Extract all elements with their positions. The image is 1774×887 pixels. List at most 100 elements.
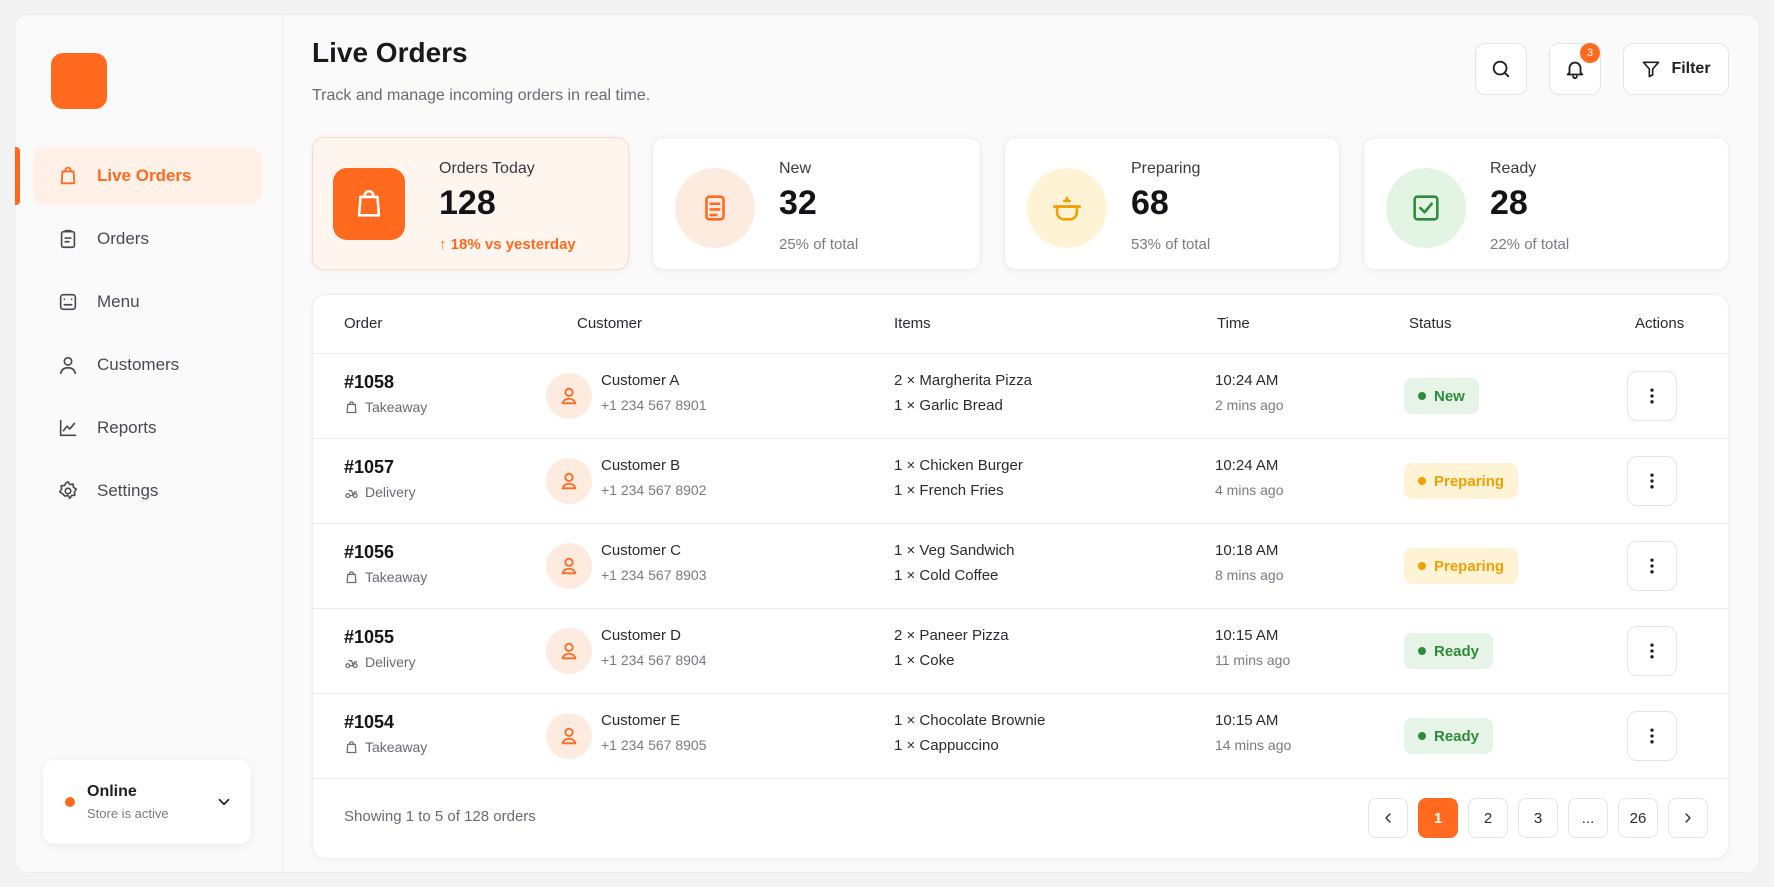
row-actions-button[interactable] (1627, 626, 1677, 676)
store-status-selector[interactable]: Online Store is active (43, 760, 251, 844)
filter-icon (1643, 61, 1660, 78)
customer-avatar-cell (546, 713, 592, 759)
status-badge: Ready (1404, 718, 1494, 754)
order-id: #1058 (344, 372, 395, 392)
time-cell: 10:15 AM 14 mins ago (1215, 712, 1291, 753)
order-cell: #1054 Takeaway (344, 712, 427, 755)
actions-cell (1627, 711, 1677, 761)
customer-phone: +1 234 567 8901 (601, 397, 707, 413)
order-time-ago: 11 mins ago (1215, 652, 1291, 668)
stat-subtext: 53% of total (1131, 236, 1211, 253)
order-id: #1054 (344, 712, 395, 732)
sidebar-item-live-orders[interactable]: Live Orders (15, 147, 262, 205)
sidebar-item-customers[interactable]: Customers (33, 336, 262, 394)
column-header-order: Order (344, 315, 383, 332)
more-vertical-icon (1650, 388, 1654, 404)
next-page-button[interactable] (1668, 798, 1708, 838)
previous-page-button[interactable] (1368, 798, 1408, 838)
customer-phone: +1 234 567 8902 (601, 482, 707, 498)
delivery-scooter-icon (345, 659, 358, 668)
sidebar-item-menu[interactable]: Menu (33, 273, 262, 331)
pagination-summary: Showing 1 to 5 of 128 orders (344, 808, 536, 825)
column-header-customer: Customer (577, 315, 643, 332)
sidebar-item-orders[interactable]: Orders (33, 210, 262, 268)
delivery-scooter-icon (345, 489, 358, 498)
actions-cell (1627, 371, 1677, 421)
check-square-icon (1386, 168, 1466, 248)
sidebar-item-settings[interactable]: Settings (33, 462, 262, 520)
takeaway-bag-icon (346, 740, 357, 753)
online-status-dot (65, 797, 75, 807)
orders-table: Order Customer Items Time Status Actions… (312, 294, 1729, 859)
sidebar-item-label: Settings (97, 481, 159, 500)
order-item: 1 × French Fries (894, 482, 1004, 499)
table-row[interactable]: #1056 Takeaway Customer C +1 234 567 890… (313, 524, 1728, 609)
row-actions-button[interactable] (1627, 541, 1677, 591)
table-row[interactable]: #1054 Takeaway Customer E +1 234 567 890… (313, 694, 1728, 779)
row-actions-button[interactable] (1627, 456, 1677, 506)
customer-name: Customer C (601, 542, 682, 559)
items-cell: 1 × Chocolate Brownie 1 × Cappuccino (894, 712, 1045, 754)
row-actions-button[interactable] (1627, 711, 1677, 761)
customer-cell: Customer E +1 234 567 8905 (601, 712, 707, 753)
takeaway-bag-icon (346, 400, 357, 413)
order-item: 2 × Paneer Pizza (894, 627, 1009, 644)
stat-trend: ↑ 18% vs yesterday (439, 236, 576, 253)
actions-cell (1627, 456, 1677, 506)
search-button[interactable] (1475, 43, 1527, 95)
order-type: Delivery (344, 654, 416, 670)
status-cell: Ready (1404, 718, 1494, 754)
avatar (546, 543, 592, 589)
sidebar-item-label: Orders (97, 229, 149, 248)
page-button-3[interactable]: 3 (1518, 798, 1558, 838)
order-cell: #1056 Takeaway (344, 542, 427, 585)
table-row[interactable]: #1057 Delivery Customer B +1 234 567 890… (313, 439, 1728, 524)
status-label: Ready (1434, 727, 1480, 745)
order-item: 1 × Coke (894, 652, 955, 669)
customer-avatar-cell (546, 543, 592, 589)
more-vertical-icon (1650, 643, 1654, 659)
stat-label: Orders Today (439, 160, 535, 177)
search-icon (1492, 60, 1510, 78)
status-label: Preparing (1434, 557, 1505, 575)
order-type-label: Takeaway (365, 739, 428, 755)
avatar (546, 713, 592, 759)
filter-button[interactable]: Filter (1623, 43, 1729, 95)
sidebar-item-reports[interactable]: Reports (33, 399, 262, 457)
brand-logo[interactable] (51, 53, 107, 109)
main-content: Live Orders Track and manage incoming or… (283, 15, 1759, 872)
customer-name: Customer B (601, 457, 681, 474)
customer-phone: +1 234 567 8905 (601, 737, 707, 753)
table-row[interactable]: #1055 Delivery Customer D +1 234 567 890… (313, 609, 1728, 694)
header-actions: 3 Filter (1475, 43, 1729, 95)
more-vertical-icon (1650, 728, 1654, 744)
page-button-1[interactable]: 1 (1418, 798, 1458, 838)
notification-badge: 3 (1580, 43, 1600, 63)
notifications-button[interactable]: 3 (1549, 43, 1601, 95)
stat-value: 28 (1490, 184, 1528, 222)
chevron-left-icon (1385, 813, 1391, 823)
page-button-26[interactable]: 26 (1618, 798, 1658, 838)
items-cell: 1 × Chicken Burger 1 × French Fries (894, 457, 1023, 499)
order-type: Takeaway (344, 399, 427, 415)
order-id: #1057 (344, 457, 395, 477)
table-row[interactable]: #1058 Takeaway Customer A +1 234 567 890… (313, 354, 1728, 439)
stat-value: 32 (779, 184, 817, 222)
sidebar-nav: Live Orders Orders Menu Customers (15, 147, 282, 525)
items-cell: 1 × Veg Sandwich 1 × Cold Coffee (894, 542, 1015, 584)
customer-avatar-cell (546, 373, 592, 419)
cooking-pot-icon (1027, 168, 1107, 248)
user-icon (561, 472, 577, 490)
page-button-2[interactable]: 2 (1468, 798, 1508, 838)
receipt-icon (675, 168, 755, 248)
order-item: 2 × Margherita Pizza (894, 372, 1032, 389)
gear-icon (57, 480, 79, 502)
row-actions-button[interactable] (1627, 371, 1677, 421)
stat-card-preparing: Preparing 68 53% of total (1004, 137, 1340, 270)
customer-phone: +1 234 567 8904 (601, 652, 707, 668)
status-badge: Preparing (1404, 463, 1519, 499)
customer-cell: Customer D +1 234 567 8904 (601, 627, 707, 668)
items-cell: 2 × Paneer Pizza 1 × Coke (894, 627, 1009, 669)
customer-cell: Customer B +1 234 567 8902 (601, 457, 707, 498)
order-type-label: Delivery (365, 484, 416, 500)
